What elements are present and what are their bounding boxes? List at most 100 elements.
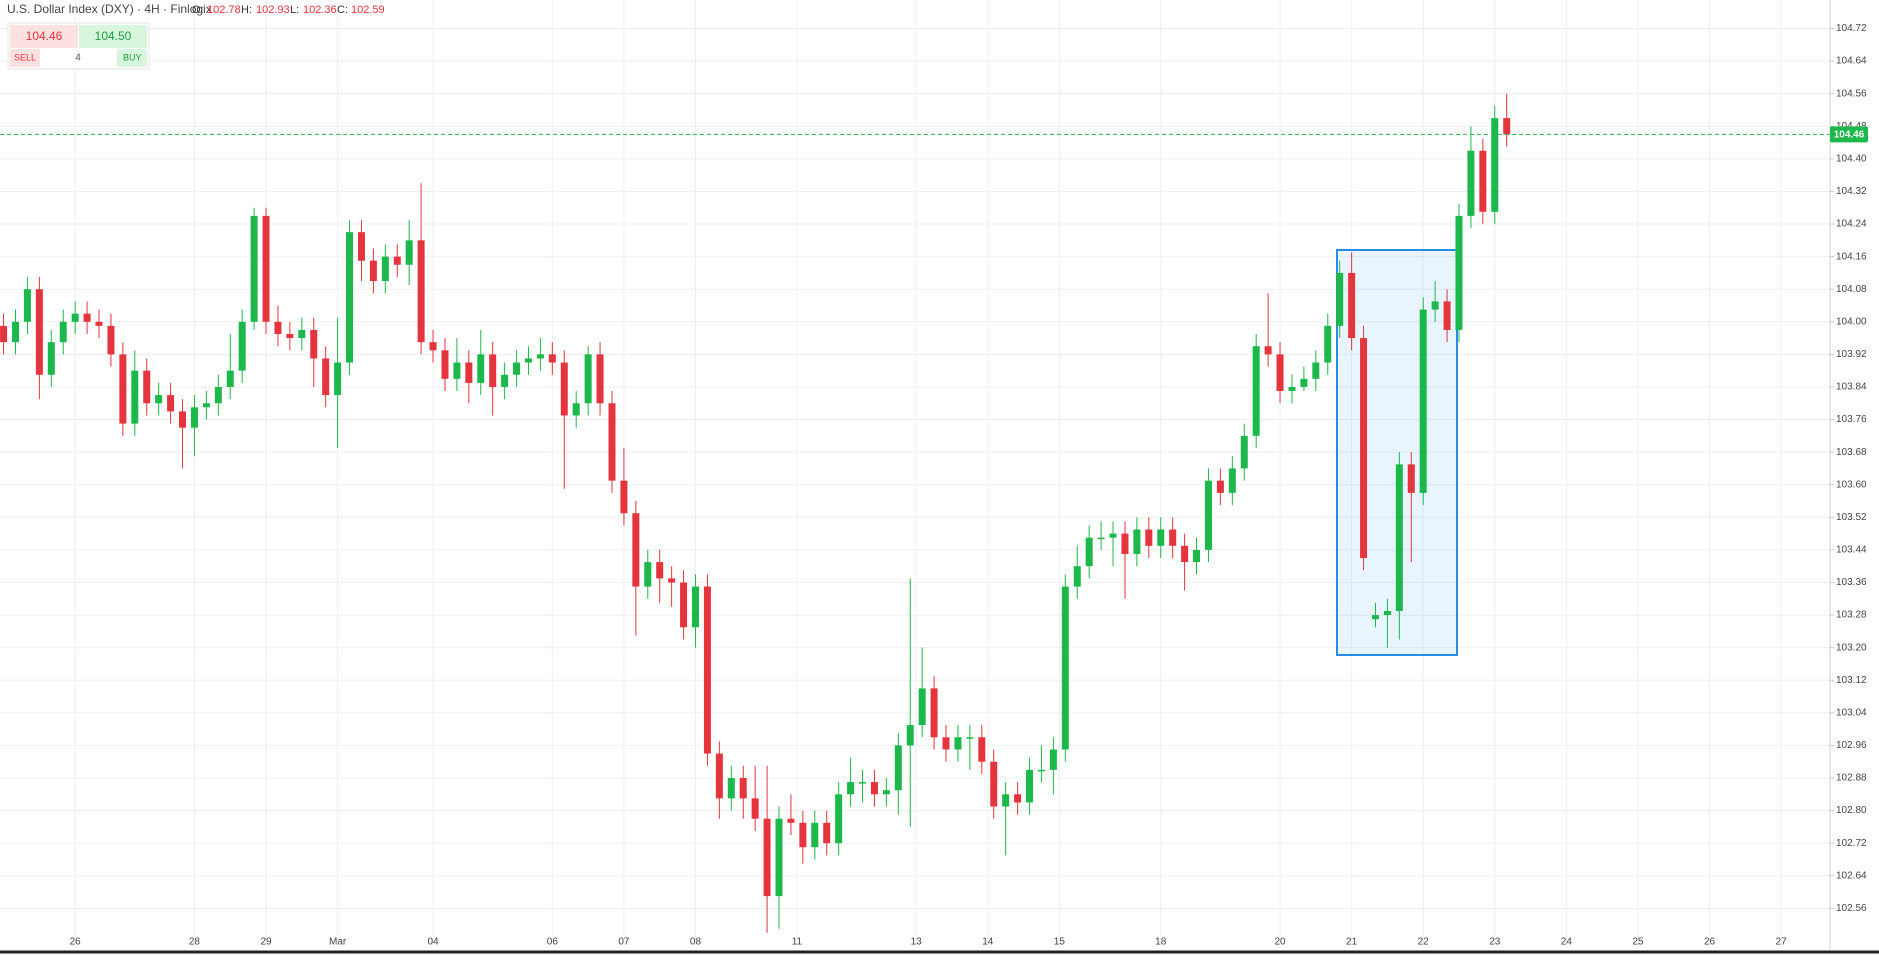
candle-body bbox=[1061, 586, 1069, 750]
candle-body bbox=[1395, 464, 1403, 611]
candle-body bbox=[978, 737, 986, 762]
last-price-tag bbox=[1830, 126, 1868, 143]
y-tick-label: 104.00 bbox=[1836, 316, 1867, 327]
candle-body bbox=[1014, 794, 1022, 803]
ohlc-label: C: bbox=[337, 4, 348, 16]
candle-body bbox=[680, 582, 688, 628]
ohlc-value: 102.36 bbox=[303, 4, 337, 16]
x-tick-label: 24 bbox=[1561, 937, 1573, 948]
candle-body bbox=[1157, 529, 1165, 546]
candle-body bbox=[1109, 533, 1117, 538]
candle-body bbox=[572, 403, 580, 416]
candle-body bbox=[668, 578, 676, 583]
candle-body bbox=[859, 782, 867, 784]
x-tick-label: 27 bbox=[1776, 937, 1788, 948]
candle-body bbox=[1300, 378, 1308, 387]
candle-body bbox=[763, 818, 771, 897]
y-tick-label: 103.36 bbox=[1836, 577, 1867, 588]
candle-body bbox=[1431, 301, 1439, 310]
candle-body bbox=[966, 737, 974, 739]
candle-body bbox=[715, 753, 723, 799]
candle-body bbox=[835, 794, 843, 844]
candle-body bbox=[453, 362, 461, 379]
candle-body bbox=[429, 342, 437, 351]
candle-body bbox=[906, 725, 914, 746]
candle-body bbox=[346, 232, 354, 363]
candle-body bbox=[1288, 386, 1296, 392]
candle-body bbox=[656, 562, 664, 579]
candle-body bbox=[0, 325, 8, 343]
y-tick-label: 102.56 bbox=[1836, 903, 1867, 914]
candle-body bbox=[1276, 354, 1284, 392]
candle-body bbox=[1479, 150, 1487, 212]
candle-body bbox=[1455, 215, 1463, 330]
y-tick-label: 103.52 bbox=[1836, 512, 1867, 523]
candle-body bbox=[608, 403, 616, 481]
candle-body bbox=[644, 562, 652, 587]
candle-body bbox=[250, 215, 258, 322]
candle-body bbox=[1037, 769, 1045, 772]
y-tick-label: 103.68 bbox=[1836, 447, 1867, 458]
ohlc-value: 102.78 bbox=[207, 4, 241, 16]
x-tick-label: 28 bbox=[189, 937, 201, 948]
candle-body bbox=[405, 240, 413, 265]
y-tick-label: 102.88 bbox=[1836, 773, 1867, 784]
axis-layer: 26 28 29 Mar 04 06 07 08 11 13 14 15 18 20 21 22 23 24 25 2… bbox=[70, 23, 1868, 948]
x-tick-label: 14 bbox=[982, 937, 994, 948]
candle-body bbox=[334, 362, 342, 396]
candle-body bbox=[501, 374, 509, 387]
candle-body bbox=[143, 370, 151, 404]
candle-body bbox=[381, 256, 389, 282]
candle-body bbox=[620, 480, 628, 514]
candle-body bbox=[1443, 301, 1451, 330]
y-tick-label: 103.12 bbox=[1836, 675, 1867, 686]
candle-body bbox=[1145, 529, 1153, 546]
sell-button[interactable] bbox=[10, 25, 78, 48]
x-tick-label: 21 bbox=[1346, 937, 1358, 948]
trade-panel: 104.46 104.50 SELL 4 BUY bbox=[7, 22, 150, 70]
candle-body bbox=[357, 232, 365, 261]
candle-body bbox=[596, 354, 604, 404]
y-tick-label: 103.20 bbox=[1836, 642, 1867, 653]
x-tick-label: Mar bbox=[329, 937, 347, 948]
candle-body bbox=[441, 350, 449, 379]
y-tick-label: 102.72 bbox=[1836, 838, 1867, 849]
candle-layer bbox=[0, 93, 1830, 933]
quantity[interactable]: 4 bbox=[75, 53, 81, 64]
y-tick-label: 103.92 bbox=[1836, 349, 1867, 360]
candle-body bbox=[942, 737, 950, 750]
buy-label[interactable]: BUY bbox=[123, 52, 142, 62]
candle-body bbox=[1097, 537, 1105, 540]
candle-body bbox=[167, 395, 175, 412]
y-tick-label: 103.76 bbox=[1836, 414, 1867, 425]
sell-label[interactable]: SELL bbox=[14, 52, 36, 62]
sell-tab[interactable] bbox=[10, 49, 40, 67]
candle-body bbox=[477, 354, 485, 383]
candle-body bbox=[703, 586, 711, 754]
buy-tab[interactable] bbox=[117, 49, 147, 67]
x-tick-label: 07 bbox=[618, 937, 630, 948]
buy-button[interactable] bbox=[79, 25, 147, 48]
x-tick-label: 13 bbox=[911, 937, 923, 948]
candle-body bbox=[83, 313, 91, 322]
candle-body bbox=[369, 260, 377, 282]
candle-body bbox=[489, 354, 497, 387]
candle-body bbox=[1324, 325, 1332, 363]
candle-body bbox=[1073, 566, 1081, 587]
ohlc-label: H: bbox=[241, 4, 252, 16]
candle-body bbox=[1193, 549, 1201, 563]
candle-body bbox=[1169, 529, 1177, 546]
candle-body bbox=[882, 790, 890, 795]
candle-body bbox=[1121, 533, 1129, 554]
candle-body bbox=[1181, 545, 1189, 563]
buy-price[interactable]: 104.50 bbox=[95, 29, 132, 43]
x-tick-label: 23 bbox=[1489, 937, 1501, 948]
candle-body bbox=[12, 321, 20, 343]
candle-body bbox=[274, 321, 282, 335]
candle-body bbox=[1133, 529, 1141, 554]
sell-price[interactable]: 104.46 bbox=[26, 29, 63, 43]
candle-body bbox=[1240, 435, 1248, 469]
x-tick-label: 29 bbox=[260, 937, 272, 948]
y-tick-label: 104.40 bbox=[1836, 153, 1867, 164]
